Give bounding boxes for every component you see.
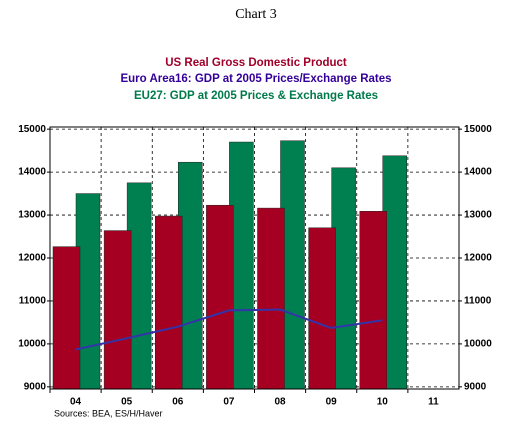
bar — [359, 211, 387, 390]
plot-frame — [49, 126, 460, 390]
x-tick-label: 05 — [121, 397, 133, 408]
y-tick-label: 10000 — [18, 339, 46, 350]
x-tick-label: 08 — [275, 397, 287, 408]
x-tick-label: 06 — [172, 397, 184, 408]
x-tick-label: 10 — [377, 397, 389, 408]
bar — [206, 204, 234, 390]
y-tick-label: 13000 — [18, 210, 46, 221]
x-tick-label: 07 — [223, 397, 235, 408]
legend-entry: EU27: GDP at 2005 Prices & Exchange Rate… — [134, 90, 378, 102]
chart-title: Chart 3 — [235, 7, 277, 22]
bar — [155, 215, 183, 390]
x-tick-label: 09 — [326, 397, 338, 408]
y2-tick-label: 14000 — [464, 167, 492, 178]
y2-tick-label: 13000 — [464, 210, 492, 221]
y-tick-label: 15000 — [18, 124, 46, 135]
bar — [103, 230, 132, 390]
source: Sources: BEA, ES/H/Haver — [54, 408, 163, 418]
bar — [257, 207, 285, 390]
y-tick-label: 9000 — [24, 381, 47, 392]
line — [75, 308, 383, 351]
x-tick-label: 11 — [428, 397, 439, 408]
bar — [52, 246, 81, 390]
y2-tick-label: 12000 — [464, 253, 492, 264]
y-tick-label: 11000 — [19, 296, 47, 307]
y-tick-label: 12000 — [18, 253, 46, 264]
bar — [308, 227, 336, 390]
legend-entry: Euro Area16: GDP at 2005 Prices/Exchange… — [120, 73, 391, 85]
x-tick-label: 04 — [70, 397, 82, 408]
y-tick-label: 14000 — [18, 167, 46, 178]
y2-tick-label: 11000 — [464, 296, 492, 307]
y2-tick-label: 9000 — [464, 381, 487, 392]
legend-entry: US Real Gross Domestic Product — [165, 57, 347, 69]
y2-tick-label: 15000 — [464, 124, 492, 135]
y2-tick-label: 10000 — [464, 339, 492, 350]
